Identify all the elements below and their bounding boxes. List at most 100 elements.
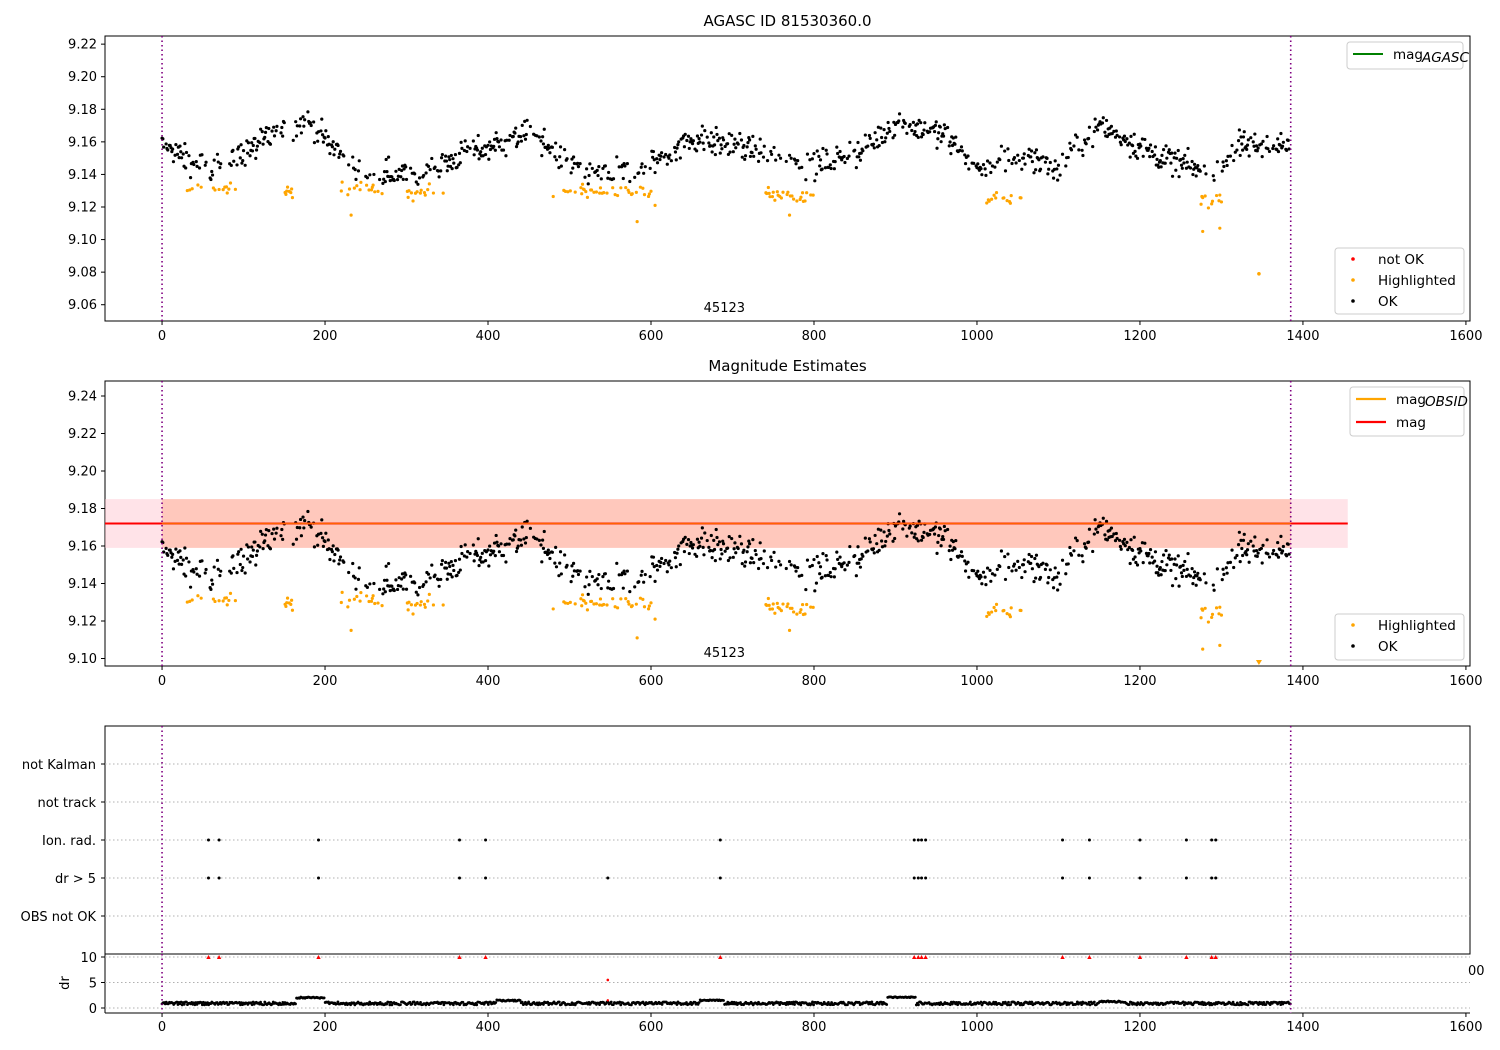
ok-point	[338, 558, 342, 562]
ok-point	[743, 564, 747, 568]
dr-gt5-point	[924, 876, 928, 880]
dr-point	[675, 1003, 679, 1006]
ok-point	[835, 145, 839, 149]
ok-point	[953, 547, 957, 551]
ok-point	[195, 572, 199, 576]
ok-point	[422, 583, 426, 587]
ok-point	[463, 543, 467, 547]
ok-point	[1143, 137, 1147, 142]
ok-point	[1158, 566, 1162, 570]
ok-point	[294, 134, 299, 138]
ok-point	[1204, 581, 1208, 585]
ok-point	[1140, 541, 1144, 545]
ok-point	[805, 558, 810, 562]
ok-point	[1084, 142, 1088, 146]
dr-point	[879, 1000, 883, 1004]
dr-point	[609, 1000, 613, 1004]
ok-point	[817, 561, 821, 565]
ok-point	[1016, 559, 1020, 563]
obsid-label: 45123	[704, 301, 745, 316]
ok-point	[1139, 144, 1143, 148]
dr-point	[486, 1003, 490, 1006]
ok-point	[1103, 533, 1107, 537]
ok-point	[576, 161, 580, 165]
ok-point	[585, 575, 589, 579]
p2-xtick-label: 200	[313, 674, 338, 689]
ok-point	[570, 564, 574, 568]
ok-point	[1105, 538, 1109, 542]
dr-point	[251, 1000, 255, 1004]
ok-point	[1238, 560, 1242, 564]
ok-point	[677, 544, 681, 548]
ok-point	[178, 144, 182, 148]
ok-point	[1052, 167, 1056, 171]
ok-point	[751, 134, 755, 138]
ok-point	[1122, 537, 1127, 541]
ok-point	[1179, 564, 1183, 568]
ok-point	[947, 144, 951, 148]
ok-point	[1073, 133, 1078, 137]
ok-point	[497, 544, 501, 548]
ok-point	[1170, 151, 1174, 155]
highlighted-point	[766, 185, 770, 190]
ok-point	[1115, 536, 1119, 541]
ok-point	[480, 551, 484, 555]
dr-point	[955, 1001, 958, 1004]
ok-point	[455, 165, 459, 169]
ok-point	[554, 565, 559, 569]
ok-point	[1215, 567, 1219, 571]
ok-point	[664, 152, 668, 157]
ok-point	[576, 165, 581, 169]
ok-point	[1266, 552, 1270, 556]
highlighted-point	[619, 186, 623, 190]
highlighted-point	[1199, 616, 1203, 620]
legend-label: Highlighted	[1378, 618, 1456, 634]
ok-point	[483, 559, 488, 563]
ok-point	[396, 174, 400, 178]
ok-point	[263, 533, 268, 537]
dr-point	[259, 1000, 262, 1004]
ok-point	[1034, 148, 1039, 152]
ok-point	[796, 565, 800, 570]
ok-point	[946, 125, 950, 130]
ok-point	[948, 140, 952, 144]
ok-point	[891, 539, 895, 543]
ok-point	[959, 550, 964, 554]
highlighted-point	[580, 182, 585, 186]
highlighted-point	[426, 599, 430, 603]
ok-point	[917, 519, 921, 523]
dr-point	[1064, 1001, 1068, 1004]
dr-gt5-point	[1214, 876, 1218, 880]
ok-point	[752, 561, 756, 565]
ok-point	[1281, 140, 1285, 144]
ok-point	[168, 548, 172, 552]
ok-point	[324, 129, 328, 133]
ok-point	[1101, 516, 1105, 520]
ok-point	[730, 536, 734, 541]
highlighted-point	[585, 608, 590, 612]
ok-point	[1153, 153, 1157, 157]
ok-point	[184, 574, 188, 578]
ok-point	[717, 136, 722, 140]
ok-point	[1082, 542, 1087, 546]
ok-point	[751, 538, 755, 542]
highlighted-point	[380, 192, 384, 196]
ok-point	[408, 574, 413, 578]
ok-point	[1239, 538, 1243, 542]
ok-point	[316, 139, 320, 143]
p1-ytick-label: 9.18	[68, 103, 97, 118]
dr-point	[660, 1003, 664, 1006]
ok-point	[716, 542, 720, 547]
ok-point	[603, 164, 607, 168]
p1-line-legend	[1346, 41, 1464, 70]
highlighted-point	[634, 602, 638, 606]
ok-point	[673, 550, 677, 555]
ok-point	[400, 572, 405, 576]
ok-point	[750, 556, 754, 561]
ok-point	[508, 536, 512, 541]
ok-point	[241, 158, 245, 163]
ok-point	[1084, 546, 1088, 550]
ok-point	[858, 158, 863, 162]
ok-point	[778, 563, 783, 567]
highlighted-point	[285, 601, 289, 605]
